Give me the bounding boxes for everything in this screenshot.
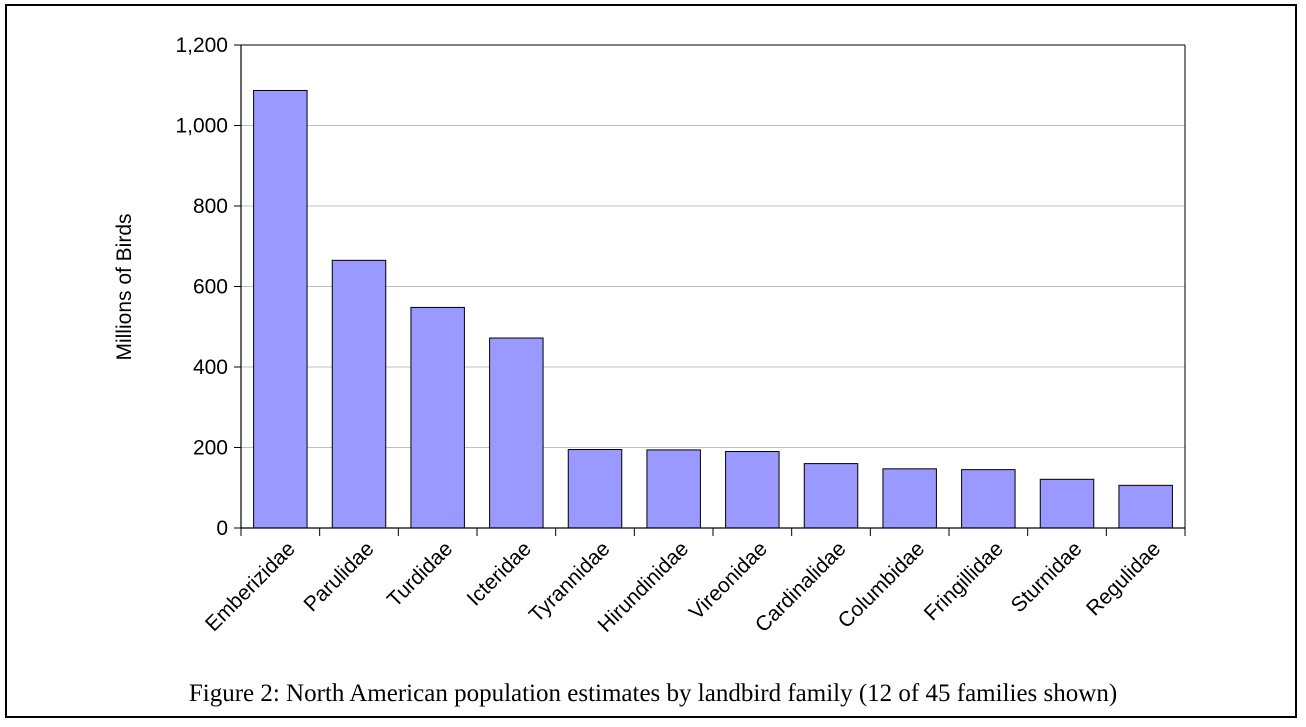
bar-fringillidae bbox=[961, 469, 1016, 529]
bar-tyrannidae bbox=[567, 449, 623, 529]
y-tick-label: 400 bbox=[193, 356, 228, 379]
x-tick-label: Fringillidae bbox=[920, 537, 1008, 625]
bar-regulidae bbox=[1118, 484, 1173, 529]
y-axis-title: Millions of Birds bbox=[113, 213, 136, 360]
bars bbox=[253, 89, 1173, 529]
y-tick-label: 800 bbox=[193, 195, 228, 218]
bar-turdidae bbox=[410, 306, 465, 529]
y-tick-label: 1,200 bbox=[175, 34, 228, 57]
y-tick-label: 600 bbox=[193, 276, 228, 299]
x-tick-label: Vireonidae bbox=[685, 537, 772, 624]
figure-caption: Figure 2: North American population esti… bbox=[188, 680, 1118, 707]
bar-icteridae bbox=[489, 337, 544, 529]
axes bbox=[234, 44, 1186, 536]
x-tick-label: Turdidae bbox=[383, 537, 457, 611]
x-tick-label: Regulidae bbox=[1082, 537, 1165, 620]
y-tick-label: 200 bbox=[193, 437, 228, 460]
x-tick-label: Icteridae bbox=[463, 537, 536, 610]
y-tick-label: 1,000 bbox=[175, 115, 228, 138]
bar-hirundinidae bbox=[646, 449, 701, 529]
bar-emberizidae bbox=[253, 89, 308, 529]
bar-sturnidae bbox=[1039, 478, 1095, 529]
figure-frame bbox=[5, 4, 1297, 718]
x-tick-label: Emberizidae bbox=[201, 537, 300, 636]
bar-columbidae bbox=[882, 468, 937, 529]
bar-parulidae bbox=[331, 259, 387, 529]
bar-vireonidae bbox=[725, 451, 780, 529]
y-tick-label: 0 bbox=[216, 517, 228, 540]
bar-chart: 0 200 400 600 800 1,000 1,200 Emberizidae Paruli… bbox=[113, 34, 1186, 637]
tick-labels: 0 200 400 600 800 1,000 1,200 Emberizidae Paruli… bbox=[175, 34, 1165, 637]
x-tick-label: Parulidae bbox=[300, 537, 379, 616]
bar-cardinalidae bbox=[803, 463, 859, 529]
x-tick-label: Sturnidae bbox=[1007, 537, 1087, 617]
